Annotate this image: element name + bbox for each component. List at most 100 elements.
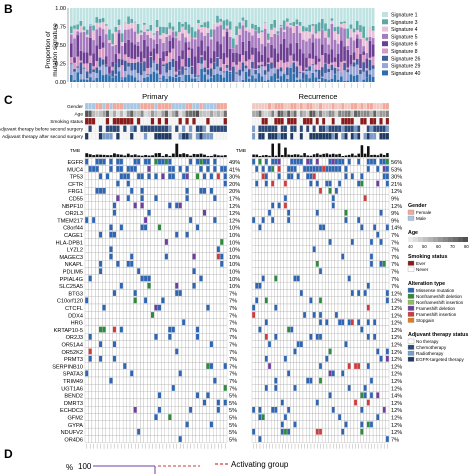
oncoprint-cell: [267, 398, 272, 407]
panel-b-bar-segment: [298, 22, 302, 26]
oncoprint-cell: [174, 354, 179, 363]
mutation-mark: [287, 326, 291, 333]
oncoprint-cell: [181, 340, 186, 348]
oncoprint-cell: [353, 369, 358, 378]
oncoprint-cell: [261, 179, 265, 188]
oncoprint-cell: [192, 311, 196, 319]
oncoprint-cell: [150, 274, 155, 283]
panel-b-bar-segment: [190, 38, 194, 49]
oncoprint-cell: [321, 179, 326, 188]
tmb-bar: [203, 154, 206, 157]
panel-b-bar-segment: [85, 52, 89, 64]
oncoprint-cell: [140, 391, 145, 400]
adjuvant-after-cell: [216, 132, 221, 140]
oncoprint-cell: [344, 398, 348, 407]
oncoprint-cell: [129, 296, 134, 305]
oncoprint-cell: [88, 216, 93, 224]
tmb-bar: [171, 153, 175, 157]
oncoprint-cell: [188, 384, 193, 392]
oncoprint-cell: [363, 260, 367, 268]
panel-b-bar-segment: [346, 28, 350, 39]
panel-b-bar-segment: [206, 32, 210, 47]
mutation-mark: [126, 166, 130, 172]
panel-b-bar-segment: [216, 73, 219, 82]
mutation-mark: [112, 355, 116, 362]
mutation-mark: [366, 158, 370, 165]
panel-b-bar-segment: [127, 8, 130, 17]
oncoprint-cell: [344, 157, 348, 166]
tmb-bar: [113, 153, 116, 157]
oncoprint-cell: [164, 413, 169, 421]
oncoprint-cell: [122, 325, 127, 334]
oncoprint-cell: [102, 230, 106, 239]
oncoprint-cell: [255, 267, 259, 275]
oncoprint-cell: [223, 325, 228, 334]
panel-b-bar-segment: [73, 71, 76, 81]
oncoprint-cell: [84, 354, 89, 363]
adjuvant-after-cell: [325, 132, 329, 140]
oncoprint-cell: [360, 347, 364, 356]
panel-b-bar-segment: [89, 73, 92, 78]
panel-b-bar-segment: [311, 8, 315, 25]
panel-b-bar-segment: [228, 8, 232, 22]
oncoprint-cell: [331, 267, 335, 275]
oncoprint-cell: [181, 245, 186, 254]
oncoprint-cell: [366, 223, 371, 232]
panel-b-bar-segment: [330, 20, 334, 24]
oncoprint-cell: [209, 289, 214, 297]
oncoprint-cell: [302, 362, 307, 370]
oncoprint-cell: [84, 165, 89, 173]
oncoprint-cell: [147, 187, 151, 195]
mutation-mark: [88, 166, 92, 172]
oncoprint-cell: [299, 362, 304, 370]
panel-b-bar-segment: [190, 65, 194, 67]
mutation-mark: [206, 304, 210, 311]
oncoprint-cell: [350, 398, 355, 407]
panel-b-bar-segment: [178, 70, 181, 76]
oncoprint-cell: [84, 172, 89, 181]
oncoprint-cell: [286, 340, 291, 348]
mutation-mark: [284, 195, 287, 201]
oncoprint-cell: [147, 289, 151, 297]
mutation-mark: [99, 158, 103, 165]
oncoprint-cell: [309, 274, 313, 283]
oncoprint-cell: [95, 333, 99, 341]
oncoprint-cell: [219, 384, 224, 392]
oncoprint-cell: [312, 347, 316, 356]
mutation-mark: [99, 188, 103, 194]
panel-b-bar-segment: [222, 72, 226, 78]
oncoprint-cell: [167, 296, 172, 305]
smoking-cell: [157, 117, 162, 125]
oncoprint-cell: [366, 216, 371, 224]
smoking-cell: [255, 117, 259, 125]
oncoprint-cell: [267, 172, 272, 181]
oncoprint-cell: [350, 391, 355, 400]
oncoprint-cell: [102, 340, 106, 348]
oncoprint-cell: [251, 274, 256, 283]
oncoprint-cell: [334, 230, 339, 239]
oncoprint-cell: [216, 311, 221, 319]
oncoprint-cell: [309, 391, 313, 400]
oncoprint-cell: [223, 347, 228, 356]
oncoprint-cell: [293, 281, 297, 290]
oncoprint-cell: [344, 252, 348, 261]
gender-cell: [350, 102, 355, 110]
mutation-mark: [354, 363, 357, 369]
oncoprint-cell: [280, 340, 284, 348]
mutation-mark: [175, 290, 179, 296]
panel-b-bar-segment: [355, 38, 359, 49]
oncoprint-cell: [154, 325, 158, 334]
adjuvant-before-cell: [143, 125, 148, 133]
oncoprint-cell: [293, 245, 297, 254]
oncoprint-cell: [341, 172, 345, 181]
oncoprint-cell: [188, 165, 193, 173]
mutation-mark: [112, 326, 116, 333]
gender-cell: [168, 102, 172, 110]
oncoprint-cell: [337, 333, 342, 341]
tmb-bar: [268, 155, 271, 157]
oncoprint-cell: [150, 376, 155, 385]
oncoprint-cell: [350, 413, 355, 421]
oncoprint-cell: [116, 420, 120, 429]
gene-label: NBPF10: [62, 204, 83, 210]
oncoprint-cell: [360, 194, 364, 202]
